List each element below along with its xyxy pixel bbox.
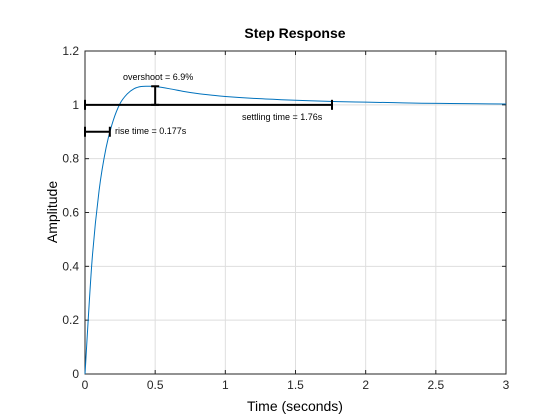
y-axis-label: Amplitude bbox=[44, 181, 60, 243]
x-tick-label: 1.5 bbox=[287, 378, 304, 392]
y-tick-label: 1.2 bbox=[62, 44, 79, 58]
y-tick-label: 0.2 bbox=[62, 313, 79, 327]
y-tick-label: 0 bbox=[72, 367, 79, 381]
y-tick-label: 0.8 bbox=[62, 152, 79, 166]
x-axis-label: Time (seconds) bbox=[247, 398, 343, 414]
x-tick-label: 0.5 bbox=[147, 378, 164, 392]
y-tick-label: 0.6 bbox=[62, 206, 79, 220]
x-tick-label: 2.5 bbox=[427, 378, 444, 392]
x-tick-label: 0 bbox=[82, 378, 89, 392]
step-response-line bbox=[84, 85, 507, 375]
overshoot-label: overshoot = 6.9% bbox=[123, 72, 193, 82]
y-tick-label: 0.4 bbox=[62, 259, 79, 273]
y-tick-label: 1 bbox=[72, 98, 79, 112]
settling-time-label: settling time = 1.76s bbox=[242, 112, 323, 122]
annotation-markers bbox=[84, 85, 333, 137]
x-tick-label: 3 bbox=[503, 378, 510, 392]
ticks: 0 0.5 1 1.5 2 2.5 3 0 0.2 0.4 0.6 0.8 1 1.2 bbox=[62, 44, 509, 392]
x-tick-label: 2 bbox=[362, 378, 369, 392]
rise-time-label: rise time = 0.177s bbox=[115, 126, 187, 136]
chart-title: Step Response bbox=[244, 25, 345, 41]
x-tick-label: 1 bbox=[222, 378, 229, 392]
